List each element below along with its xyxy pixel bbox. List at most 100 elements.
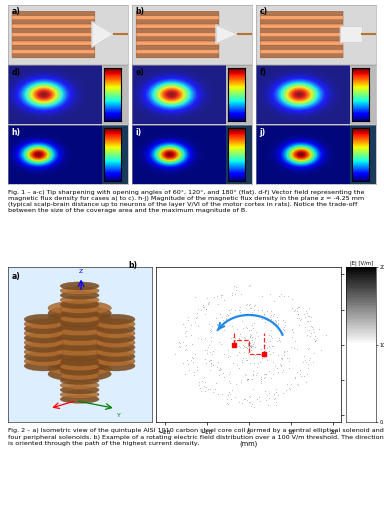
Point: [262, 315, 268, 323]
Point: [216, 338, 222, 346]
Point: [296, 321, 302, 329]
Point: [289, 295, 295, 304]
Ellipse shape: [24, 342, 63, 352]
Point: [204, 293, 210, 301]
Point: [301, 352, 307, 360]
Point: [248, 341, 255, 349]
Point: [262, 396, 268, 404]
Point: [226, 371, 232, 379]
Bar: [346, 404, 376, 406]
Point: [262, 348, 268, 357]
Bar: [346, 396, 376, 397]
Ellipse shape: [48, 362, 111, 376]
Point: [242, 342, 248, 350]
Point: [274, 313, 280, 321]
Point: [216, 366, 222, 374]
Ellipse shape: [48, 321, 111, 336]
Point: [177, 343, 183, 351]
FancyBboxPatch shape: [260, 20, 343, 24]
Bar: [346, 331, 376, 332]
Point: [296, 316, 303, 324]
Point: [213, 379, 219, 387]
Point: [216, 319, 222, 327]
Bar: [346, 297, 376, 298]
Point: [234, 351, 240, 359]
Ellipse shape: [48, 341, 111, 356]
FancyBboxPatch shape: [260, 28, 343, 32]
Ellipse shape: [96, 314, 135, 324]
Point: [263, 370, 269, 378]
Point: [270, 312, 276, 320]
Bar: [346, 371, 376, 373]
Point: [215, 358, 221, 366]
Bar: [346, 323, 376, 325]
Point: [243, 300, 250, 309]
Point: [209, 322, 215, 330]
Point: [204, 359, 210, 367]
Point: [302, 313, 308, 321]
Point: [190, 358, 196, 366]
Point: [271, 395, 277, 403]
Point: [308, 329, 314, 337]
Text: Y: Y: [117, 413, 121, 418]
Point: [207, 328, 213, 336]
Point: [243, 356, 250, 364]
Point: [223, 395, 230, 403]
Point: [281, 350, 287, 359]
Bar: [346, 401, 376, 402]
Point: [244, 396, 250, 404]
Point: [208, 360, 214, 368]
Ellipse shape: [48, 326, 111, 341]
Point: [305, 364, 311, 372]
Point: [183, 332, 189, 340]
Point: [310, 325, 316, 333]
Point: [251, 302, 257, 310]
Point: [273, 388, 279, 396]
Point: [281, 323, 288, 331]
Point: [295, 302, 301, 311]
Point: [295, 311, 301, 319]
Point: [186, 366, 192, 374]
Point: [306, 332, 313, 340]
Point: [267, 350, 273, 358]
Polygon shape: [216, 25, 238, 43]
Point: [252, 301, 258, 309]
Ellipse shape: [60, 377, 99, 385]
Point: [279, 355, 285, 363]
Point: [281, 347, 287, 356]
Point: [254, 369, 260, 377]
Point: [196, 378, 202, 386]
Point: [313, 336, 319, 344]
Point: [265, 344, 271, 352]
Ellipse shape: [60, 358, 99, 366]
Point: [248, 343, 254, 351]
Point: [219, 390, 225, 398]
Point: [207, 385, 213, 393]
Ellipse shape: [48, 311, 111, 326]
FancyBboxPatch shape: [12, 45, 95, 49]
Point: [230, 343, 237, 351]
Point: [269, 342, 275, 350]
Point: [225, 346, 231, 354]
Point: [245, 341, 252, 349]
Bar: [346, 343, 376, 345]
Bar: [346, 349, 376, 351]
Point: [180, 359, 186, 367]
Point: [274, 364, 280, 372]
Point: [307, 317, 313, 325]
Point: [207, 348, 213, 356]
Point: [296, 366, 303, 374]
Bar: [346, 294, 376, 295]
Point: [275, 391, 281, 399]
Point: [228, 394, 234, 402]
Point: [294, 307, 300, 315]
Point: [272, 394, 278, 402]
Point: [194, 313, 200, 321]
Ellipse shape: [24, 337, 63, 348]
Point: [246, 301, 252, 309]
Point: [182, 329, 188, 337]
Point: [265, 330, 271, 338]
Point: [227, 310, 233, 318]
Point: [183, 344, 189, 352]
Point: [246, 342, 252, 350]
